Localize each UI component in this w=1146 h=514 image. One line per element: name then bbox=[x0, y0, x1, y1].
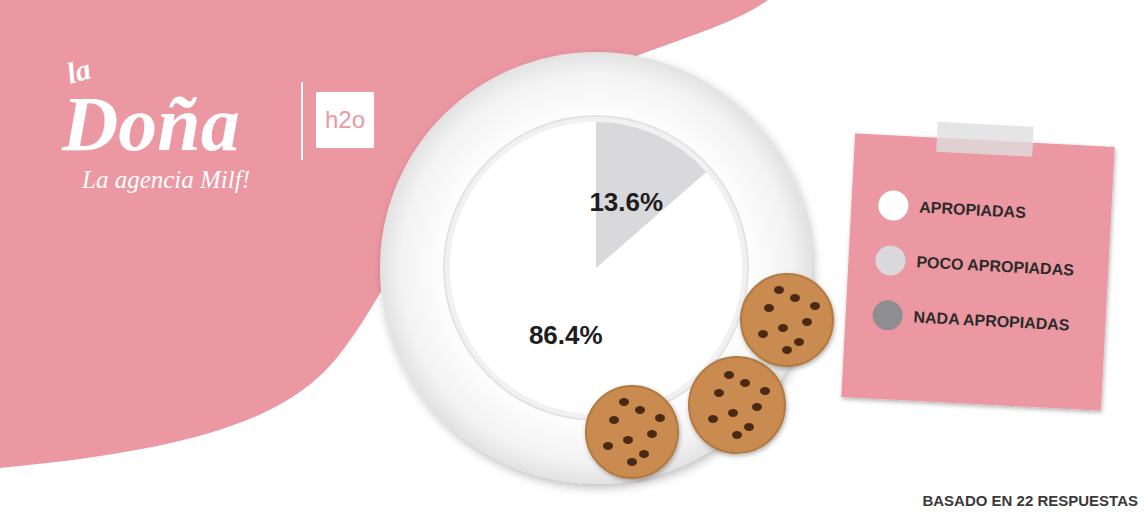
legend-swatch bbox=[872, 300, 904, 332]
logo-divider bbox=[301, 82, 303, 160]
cookie-chip bbox=[728, 409, 738, 417]
legend-label: POCO APROPIADAS bbox=[916, 253, 1075, 278]
logo-tagline: La agencia Milf! bbox=[81, 166, 250, 193]
cookie-chip bbox=[623, 436, 633, 444]
cookie-chip bbox=[774, 286, 784, 294]
slices bbox=[450, 122, 742, 414]
legend-tape bbox=[936, 122, 1033, 157]
cookie bbox=[741, 274, 833, 366]
cookie-chip bbox=[740, 379, 750, 387]
legend: APROPIADAS POCO APROPIADAS NADA APROPIADAS bbox=[841, 117, 1115, 410]
cookie-chip bbox=[635, 406, 645, 414]
cookie bbox=[689, 357, 785, 453]
canvas: laDoñah2oLa agencia Milf!86.4%13.6%APROP… bbox=[0, 0, 1146, 514]
data-label: 13.6% bbox=[589, 187, 663, 217]
cookie-chip bbox=[782, 346, 792, 354]
cookie-chip bbox=[603, 442, 613, 450]
cookies bbox=[586, 274, 833, 478]
cookie-chip bbox=[724, 371, 734, 379]
cookie-chip bbox=[732, 431, 742, 439]
legend-entry: APROPIADAS bbox=[878, 190, 1027, 228]
cookie-chip bbox=[794, 338, 804, 346]
cookie-chip bbox=[758, 330, 768, 338]
cookie-body bbox=[689, 357, 785, 453]
legend-note bbox=[841, 133, 1114, 410]
cookie-chip bbox=[760, 387, 770, 395]
partner-box bbox=[316, 92, 374, 148]
footnote: BASADO EN 22 RESPUESTAS bbox=[922, 492, 1138, 509]
plate bbox=[380, 52, 812, 484]
logo-brand: Doña bbox=[61, 80, 240, 167]
cookie-body bbox=[741, 274, 833, 366]
logo: laDoñah2oLa agencia Milf! bbox=[61, 52, 374, 193]
plate-rim bbox=[380, 52, 812, 484]
pie-slice bbox=[450, 122, 742, 414]
legend-entry: POCO APROPIADAS bbox=[875, 245, 1075, 285]
legend-swatch bbox=[878, 190, 910, 222]
cookie-chip bbox=[790, 294, 800, 302]
cookie-chip bbox=[627, 458, 637, 466]
pie-chart: 86.4% 13.6% bbox=[450, 122, 742, 414]
annotations: BASADO EN 22 RESPUESTAS bbox=[922, 492, 1138, 509]
cookie bbox=[586, 386, 678, 478]
legend-entry: NADA APROPIADAS bbox=[872, 300, 1071, 340]
partner-name: h2o bbox=[325, 106, 365, 133]
cookie-chip bbox=[744, 423, 754, 431]
data-label: 86.4% bbox=[529, 320, 603, 350]
cookie-body bbox=[586, 386, 678, 478]
cookie-chip bbox=[810, 302, 820, 310]
legend-label: NADA APROPIADAS bbox=[913, 308, 1070, 333]
cookie-chip bbox=[802, 318, 812, 326]
cookie-chip bbox=[639, 450, 649, 458]
cookie-chip bbox=[619, 398, 629, 406]
cookie-chip bbox=[655, 414, 665, 422]
legend-label: APROPIADAS bbox=[919, 198, 1027, 221]
cookie-chip bbox=[714, 389, 724, 397]
cookie-chip bbox=[647, 430, 657, 438]
data-labels: 86.4% 13.6% bbox=[529, 187, 663, 350]
cookie-chip bbox=[778, 324, 788, 332]
cookie-chip bbox=[708, 415, 718, 423]
cookie-chip bbox=[609, 416, 619, 424]
cookie-chip bbox=[764, 304, 774, 312]
cookie-chip bbox=[752, 403, 762, 411]
legend-swatch bbox=[875, 245, 907, 277]
